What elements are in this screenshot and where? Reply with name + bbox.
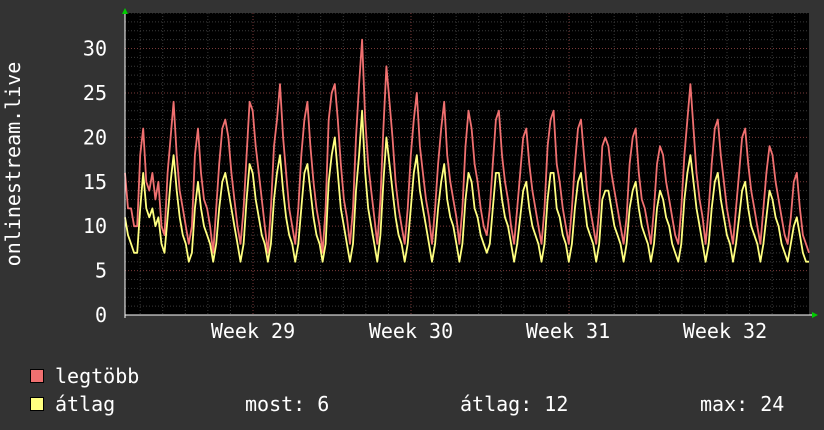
stat-average: átlag: 12 <box>460 392 569 416</box>
x-axis-arrow-icon <box>812 312 818 318</box>
series-line-avg <box>124 109 809 263</box>
stat-current: most: 6 <box>245 392 330 416</box>
legend-swatch-avg <box>30 397 44 411</box>
legend-label-avg: átlag <box>55 392 116 416</box>
x-tick-label: Week 31 <box>526 319 610 343</box>
legend-item-avg: átlag <box>30 392 115 416</box>
x-tick-labels: Week 29 Week 30 Week 31 Week 32 <box>211 319 767 343</box>
y-axis-arrow-icon <box>122 8 128 14</box>
legend-swatch-max <box>30 369 44 383</box>
legend-item-max: legtöbb <box>30 364 139 388</box>
y-tick-label: 10 <box>83 214 107 238</box>
y-tick-label: 15 <box>83 170 107 194</box>
series-lines <box>124 38 810 263</box>
x-tick-label: Week 29 <box>211 319 295 343</box>
y-tick-labels: 0 5 10 15 20 25 30 <box>83 37 107 327</box>
line-chart: 0 5 10 15 20 25 30 Week 29 Week 30 Week 31 Week 3… <box>1 8 818 343</box>
legend-label-max: legtöbb <box>55 364 140 388</box>
y-tick-label: 5 <box>95 259 107 283</box>
x-tick-label: Week 30 <box>369 319 453 343</box>
y-tick-label: 20 <box>83 125 107 149</box>
y-tick-label: 30 <box>83 37 107 61</box>
y-axis-label: onlinestream.live <box>1 62 25 267</box>
stat-maximum: max: 24 <box>700 392 785 416</box>
y-tick-label: 25 <box>83 81 107 105</box>
x-tick-label: Week 32 <box>683 319 767 343</box>
y-tick-label: 0 <box>95 303 107 327</box>
series-line-max <box>124 38 810 254</box>
